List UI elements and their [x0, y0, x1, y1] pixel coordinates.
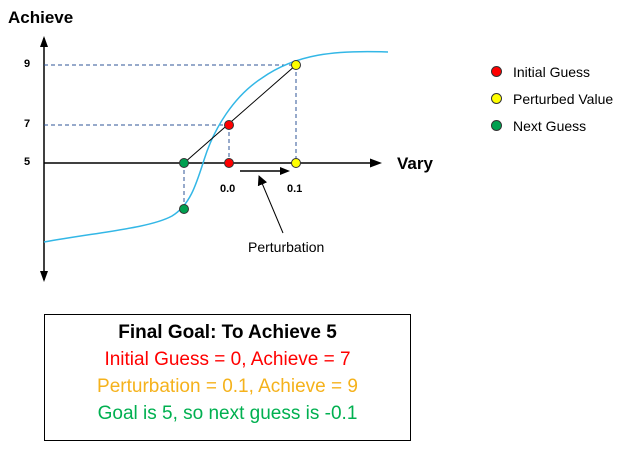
legend-label: Perturbed Value: [513, 90, 614, 107]
y-tick-5: 5: [24, 156, 31, 168]
legend-dot-red-icon: [491, 66, 502, 77]
y-axis-arrow-top: [40, 36, 48, 47]
legend-item-next-guess: Next Guess: [491, 112, 613, 139]
goal-box-next-guess-line: Goal is 5, so next guess is -0.1: [97, 403, 358, 424]
point-perturbed-curve: [291, 60, 301, 70]
legend-item-perturbed-value: Perturbed Value: [491, 85, 613, 112]
perturbation-label: Perturbation: [248, 239, 325, 255]
legend: Initial Guess Perturbed Value Next Guess: [491, 58, 613, 139]
x-axis-title: Vary: [397, 154, 433, 173]
goal-box-initial-line: Initial Guess = 0, Achieve = 7: [104, 349, 351, 370]
legend-label: Next Guess: [513, 117, 587, 134]
x-tick-0-0: 0.0: [220, 183, 236, 195]
point-next-axis: [179, 158, 189, 168]
legend-item-initial-guess: Initial Guess: [491, 58, 613, 85]
y-tick-7: 7: [24, 118, 31, 130]
legend-dot-green-icon: [491, 120, 502, 131]
perturbation-arrowhead: [280, 167, 290, 175]
point-perturbed-axis: [291, 158, 301, 168]
x-tick-0-1: 0.1: [287, 183, 303, 195]
secant-line: [183, 64, 297, 164]
legend-label: Initial Guess: [513, 63, 591, 80]
x-axis-arrow: [370, 158, 382, 168]
point-initial-axis: [224, 158, 234, 168]
response-curve: [43, 50, 389, 243]
goal-box-perturbation-line: Perturbation = 0.1, Achieve = 9: [97, 376, 358, 397]
y-axis-arrow-bottom: [40, 271, 48, 282]
goal-box: Final Goal: To Achieve 5 Initial Guess =…: [44, 314, 411, 441]
y-axis-title: Achieve: [8, 8, 74, 27]
callout-pointer: [257, 175, 284, 234]
legend-dot-yellow-icon: [491, 93, 502, 104]
point-initial-curve: [224, 120, 234, 130]
point-next-curve: [179, 204, 189, 214]
goal-box-title: Final Goal: To Achieve 5: [118, 322, 337, 343]
y-tick-9: 9: [24, 58, 31, 70]
